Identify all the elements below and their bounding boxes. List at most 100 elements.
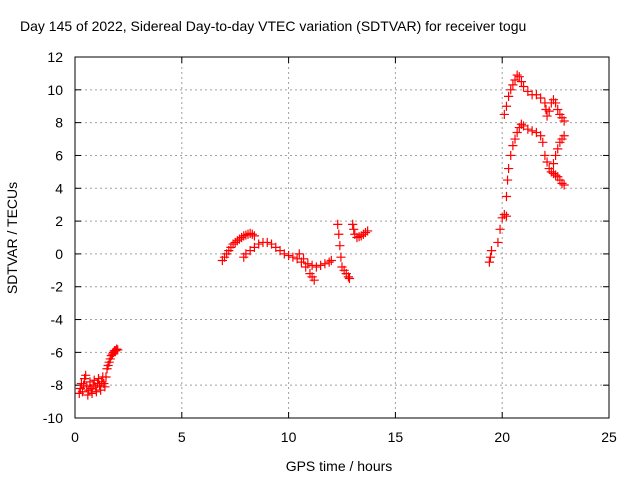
data-point bbox=[311, 262, 321, 272]
data-point bbox=[113, 345, 123, 355]
data-point bbox=[101, 372, 111, 382]
data-point bbox=[343, 272, 354, 282]
x-tick-label: 0 bbox=[71, 429, 79, 445]
data-point bbox=[316, 260, 326, 270]
x-axis-tick-labels: 0 5 10 15 20 25 bbox=[71, 429, 617, 445]
data-point bbox=[96, 385, 106, 395]
data-points bbox=[74, 70, 569, 400]
data-point bbox=[105, 354, 115, 364]
data-point bbox=[247, 229, 257, 239]
data-point bbox=[542, 157, 552, 167]
data-point bbox=[344, 273, 355, 284]
y-tick-label: -4 bbox=[51, 312, 64, 328]
data-point bbox=[485, 252, 496, 262]
data-point bbox=[254, 239, 264, 249]
data-point bbox=[77, 387, 88, 397]
y-axis-tick-labels: -10 -8 -6 -4 -2 0 2 4 6 8 10 12 bbox=[43, 49, 63, 426]
data-point bbox=[103, 360, 113, 371]
data-point bbox=[112, 344, 122, 354]
data-point bbox=[307, 260, 317, 270]
data-point bbox=[333, 219, 343, 229]
data-point bbox=[506, 85, 516, 95]
data-point bbox=[99, 378, 109, 389]
y-tick-label: -2 bbox=[51, 279, 64, 295]
data-point bbox=[495, 224, 505, 234]
data-point bbox=[501, 191, 512, 202]
data-point bbox=[551, 150, 561, 161]
data-point bbox=[508, 80, 518, 90]
y-tick-label: 4 bbox=[55, 180, 63, 196]
data-point bbox=[303, 259, 313, 269]
data-point bbox=[294, 249, 304, 259]
data-point bbox=[540, 150, 550, 161]
data-point bbox=[298, 254, 309, 264]
data-point bbox=[245, 246, 255, 256]
data-point bbox=[102, 364, 112, 374]
data-point bbox=[493, 237, 503, 248]
data-point bbox=[506, 150, 516, 161]
data-point bbox=[266, 239, 277, 249]
data-point bbox=[249, 231, 260, 241]
data-point bbox=[538, 137, 548, 147]
data-point bbox=[80, 374, 90, 384]
y-tick-label: 2 bbox=[55, 213, 63, 229]
data-point bbox=[518, 121, 529, 131]
data-point bbox=[527, 126, 537, 136]
data-point bbox=[348, 219, 358, 229]
x-axis-label: GPS time / hours bbox=[286, 458, 393, 474]
y-tick-label: 10 bbox=[47, 82, 63, 98]
data-point bbox=[363, 226, 373, 236]
data-point bbox=[87, 388, 97, 398]
data-point bbox=[504, 91, 514, 101]
data-point bbox=[551, 98, 561, 108]
y-axis-label: SDTVAR / TECUs bbox=[4, 182, 20, 294]
y-tick-label: 6 bbox=[55, 147, 63, 163]
data-point bbox=[279, 249, 289, 259]
y-tick-label: 8 bbox=[55, 115, 63, 131]
data-point bbox=[83, 390, 93, 400]
data-point bbox=[284, 250, 294, 261]
data-point bbox=[324, 257, 334, 267]
x-tick-label: 15 bbox=[388, 429, 404, 445]
data-point bbox=[320, 259, 330, 269]
data-point bbox=[512, 70, 522, 80]
data-point bbox=[502, 175, 513, 185]
data-point bbox=[510, 134, 520, 144]
data-point bbox=[548, 159, 559, 169]
x-tick-label: 10 bbox=[281, 429, 297, 445]
data-point bbox=[510, 75, 520, 85]
data-point bbox=[104, 357, 114, 367]
data-point bbox=[91, 387, 101, 397]
y-tick-label: -10 bbox=[43, 410, 63, 426]
data-point bbox=[262, 237, 272, 248]
data-point bbox=[516, 77, 527, 87]
data-point bbox=[335, 241, 345, 251]
x-tick-label: 25 bbox=[601, 429, 617, 445]
data-point bbox=[336, 252, 346, 262]
data-point bbox=[309, 275, 319, 285]
data-point bbox=[508, 141, 518, 151]
data-point bbox=[544, 106, 554, 116]
data-point bbox=[553, 104, 563, 115]
data-point bbox=[326, 255, 336, 266]
data-point bbox=[523, 86, 533, 97]
data-point bbox=[542, 111, 552, 121]
data-point bbox=[288, 252, 298, 262]
data-point bbox=[504, 163, 514, 174]
data-point bbox=[486, 246, 497, 256]
data-point bbox=[81, 370, 91, 380]
data-point bbox=[349, 224, 359, 234]
data-point bbox=[536, 131, 546, 141]
data-point bbox=[523, 124, 533, 134]
chart-title: Day 145 of 2022, Sidereal Day-to-day VTE… bbox=[20, 18, 526, 34]
data-point bbox=[484, 257, 494, 267]
data-point bbox=[514, 72, 524, 82]
data-point bbox=[512, 127, 522, 138]
data-point bbox=[241, 249, 251, 259]
data-point bbox=[271, 242, 281, 252]
data-point bbox=[531, 127, 541, 138]
axis-ticks bbox=[74, 56, 610, 419]
data-point bbox=[536, 93, 546, 103]
data-point bbox=[249, 242, 260, 252]
